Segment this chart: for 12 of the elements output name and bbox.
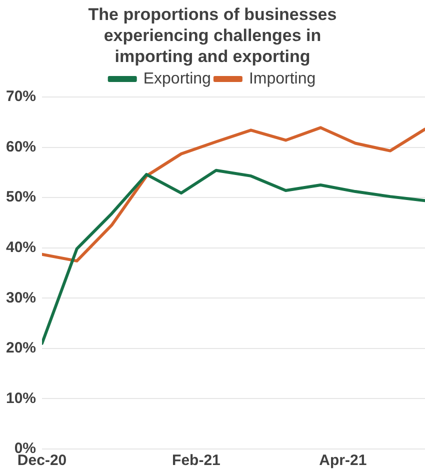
x-tick-label: Apr-21 <box>319 452 367 470</box>
y-tick-label: 30% <box>6 289 36 306</box>
legend-label: Importing <box>248 70 316 88</box>
y-tick-label: 20% <box>6 340 36 357</box>
legend-label: Exporting <box>143 70 211 88</box>
y-tick-label: 10% <box>6 390 36 407</box>
chart-title: The proportions of businesses experiencing challenges in importing and exporting <box>87 4 338 67</box>
y-tick-label: 40% <box>6 239 36 256</box>
y-tick-label: 50% <box>6 188 36 206</box>
y-tick-label: 70% <box>6 88 36 106</box>
y-tick-label: 60% <box>6 138 36 156</box>
x-tick-label: Feb-21 <box>172 452 220 470</box>
